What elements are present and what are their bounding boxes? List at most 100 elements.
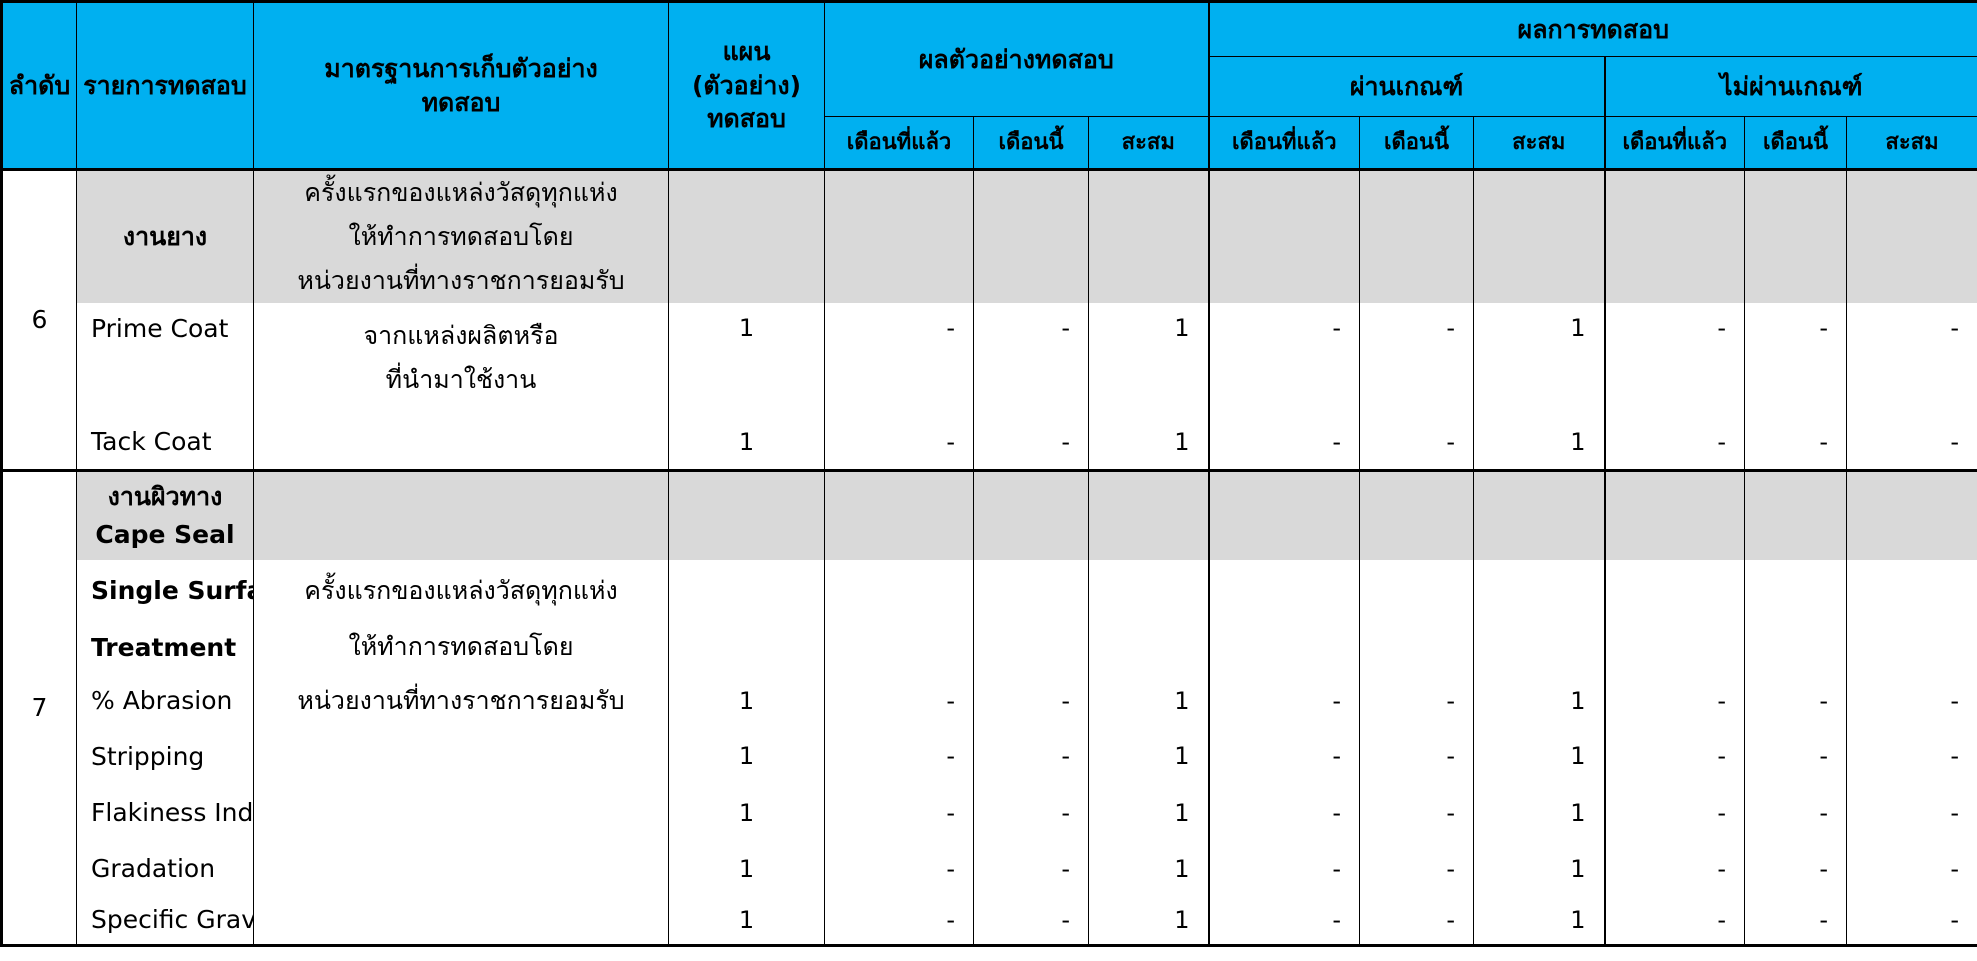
test-name: Prime Coat (76, 303, 254, 415)
value-cell: - (973, 841, 1089, 896)
empty-cell (1744, 560, 1848, 621)
value-cell: 1 (1087, 784, 1210, 841)
empty-cell (1207, 560, 1361, 621)
empty-cell (824, 560, 974, 621)
test-name: Tack Coat (76, 415, 254, 472)
empty-cell (1744, 169, 1848, 303)
value-cell: 1 (1087, 728, 1210, 784)
empty-cell (668, 560, 825, 621)
standard-note (253, 896, 669, 945)
value-cell: 1 (1473, 784, 1606, 841)
header-pass-accum: สะสม (1473, 116, 1606, 171)
empty-cell (1087, 470, 1210, 560)
empty-cell (1359, 621, 1475, 673)
empty-cell (824, 470, 974, 560)
group6-number: 6 (1, 169, 77, 472)
header-pass: ผ่านเกณฑ์ (1207, 56, 1606, 117)
header-pass-this-month: เดือนนี้ (1359, 116, 1475, 171)
empty-cell (1473, 169, 1606, 303)
test-name: Treatment (76, 621, 254, 673)
empty-cell (1087, 169, 1210, 303)
group7-number: 7 (1, 470, 77, 945)
value-cell: - (1744, 303, 1848, 415)
standard-note (253, 728, 669, 784)
value-cell: 1 (1473, 415, 1606, 472)
value-cell: - (1846, 303, 1977, 415)
value-cell: - (1359, 784, 1475, 841)
value-cell: - (1207, 728, 1361, 784)
value-cell: - (1359, 841, 1475, 896)
standard-note: ให้ทำการทดสอบโดย (253, 621, 669, 673)
standard-note (253, 415, 669, 472)
value-cell: - (1207, 896, 1361, 945)
header-pass-last-month: เดือนที่แล้ว (1207, 116, 1361, 171)
value-cell: - (824, 303, 974, 415)
empty-cell (1603, 470, 1746, 560)
header-sample-accum: สะสม (1087, 116, 1210, 171)
empty-cell (1473, 560, 1606, 621)
value-cell: - (1846, 841, 1977, 896)
standard-note (253, 784, 669, 841)
value-cell: - (1603, 303, 1746, 415)
value-cell: - (1207, 415, 1361, 472)
value-cell: - (1744, 728, 1848, 784)
plan-value: 1 (668, 415, 825, 472)
empty-cell (1603, 560, 1746, 621)
header-sample-result: ผลตัวอย่างทดสอบ (823, 1, 1210, 117)
value-cell: 1 (1087, 415, 1210, 472)
empty-cell (973, 470, 1089, 560)
empty-cell (973, 621, 1089, 673)
test-name: Gradation (76, 841, 254, 896)
value-cell: 1 (1087, 673, 1210, 728)
standard-note: จากแหล่งผลิตหรือ ที่นำมาใช้งาน (253, 303, 669, 415)
value-cell: 1 (1473, 841, 1606, 896)
header-test-item: รายการทดสอบ (76, 1, 254, 171)
empty-cell (668, 470, 825, 560)
value-cell: - (1359, 303, 1475, 415)
empty-cell (973, 169, 1089, 303)
value-cell: - (1846, 896, 1977, 945)
empty-cell (1744, 470, 1848, 560)
empty-cell (668, 621, 825, 673)
header-sampling-standard: มาตรฐานการเก็บตัวอย่าง ทดสอบ (253, 1, 669, 171)
plan-value: 1 (668, 841, 825, 896)
value-cell: - (1207, 303, 1361, 415)
value-cell: 1 (1473, 303, 1606, 415)
empty-cell (668, 169, 825, 303)
empty-cell (1846, 621, 1977, 673)
value-cell: - (1744, 415, 1848, 472)
empty-cell (1473, 621, 1606, 673)
header-sample-this-month: เดือนนี้ (973, 116, 1089, 171)
empty-cell (1473, 470, 1606, 560)
empty-cell (1846, 470, 1977, 560)
test-name: Flakiness Index (76, 784, 254, 841)
empty-cell (1603, 169, 1746, 303)
empty-cell (1846, 169, 1977, 303)
value-cell: 1 (1087, 303, 1210, 415)
header-test-result: ผลการทดสอบ (1207, 1, 1977, 57)
group7-title: งานผิวทาง Cape Seal (76, 470, 254, 560)
value-cell: - (1359, 673, 1475, 728)
value-cell: - (1207, 784, 1361, 841)
empty-cell (1359, 169, 1475, 303)
empty-cell (1846, 560, 1977, 621)
empty-cell (1087, 621, 1210, 673)
empty-cell (973, 560, 1089, 621)
value-cell: 1 (1087, 841, 1210, 896)
empty-cell (824, 621, 974, 673)
value-cell: - (1846, 673, 1977, 728)
test-name: % Abrasion (76, 673, 254, 728)
plan-value: 1 (668, 896, 825, 945)
value-cell: - (824, 673, 974, 728)
value-cell: - (1744, 896, 1848, 945)
value-cell: 1 (1473, 673, 1606, 728)
value-cell: - (1603, 841, 1746, 896)
value-cell: - (1744, 841, 1848, 896)
value-cell: - (973, 673, 1089, 728)
value-cell: - (824, 841, 974, 896)
header-fail-accum: สะสม (1846, 116, 1977, 171)
empty-cell (253, 470, 669, 560)
plan-value: 1 (668, 728, 825, 784)
value-cell: - (1603, 728, 1746, 784)
